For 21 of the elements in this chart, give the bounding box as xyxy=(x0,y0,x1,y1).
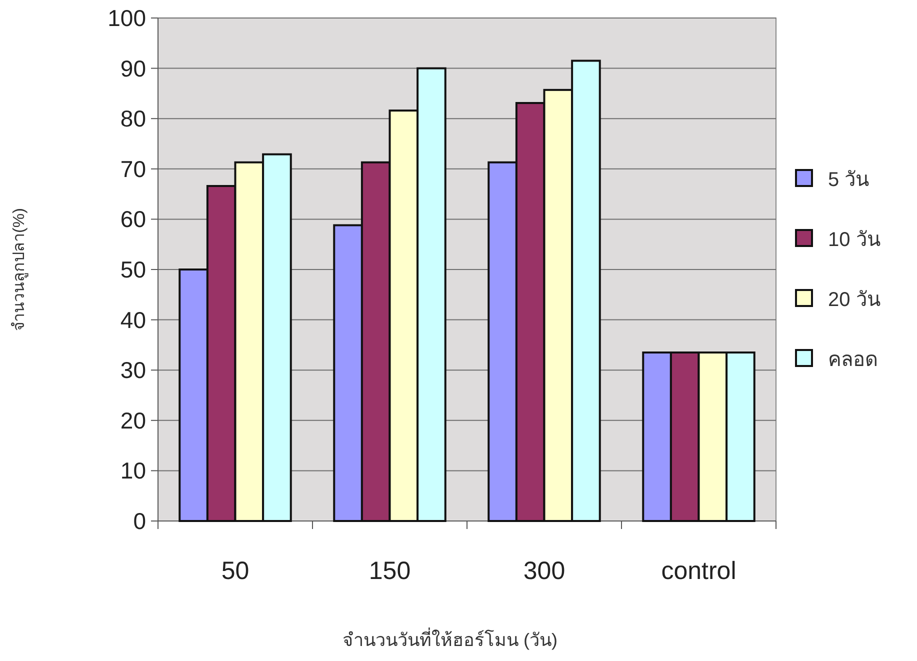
y-tick-label: 10 xyxy=(120,458,146,484)
y-axis-title: จำนวนลูกปลา(%) xyxy=(11,208,29,331)
y-tick-label: 30 xyxy=(120,357,146,384)
x-tick-label: 50 xyxy=(221,557,250,585)
legend-label: 20 วัน xyxy=(828,289,881,311)
x-axis-title: จำนวนวันที่ให้ฮอร์โมน (วัน) xyxy=(342,627,558,650)
legend-label: 5 วัน xyxy=(828,169,870,191)
legend-label: 10 วัน xyxy=(828,229,881,251)
y-tick-label: 90 xyxy=(120,55,146,82)
y-tick-label: 0 xyxy=(133,508,146,534)
y-tick-label: 100 xyxy=(108,5,146,31)
legend-label: คลอด xyxy=(828,349,878,371)
x-tick-label: control xyxy=(661,557,736,585)
y-tick-label: 60 xyxy=(120,206,146,232)
y-tick-label: 20 xyxy=(120,407,146,434)
y-tick-label: 70 xyxy=(120,156,146,182)
x-tick-label: 300 xyxy=(523,557,566,585)
y-tick-label: 40 xyxy=(120,306,146,333)
y-tick-label: 80 xyxy=(120,106,146,132)
x-tick-label: 150 xyxy=(368,557,411,585)
y-tick-label: 50 xyxy=(120,256,146,282)
